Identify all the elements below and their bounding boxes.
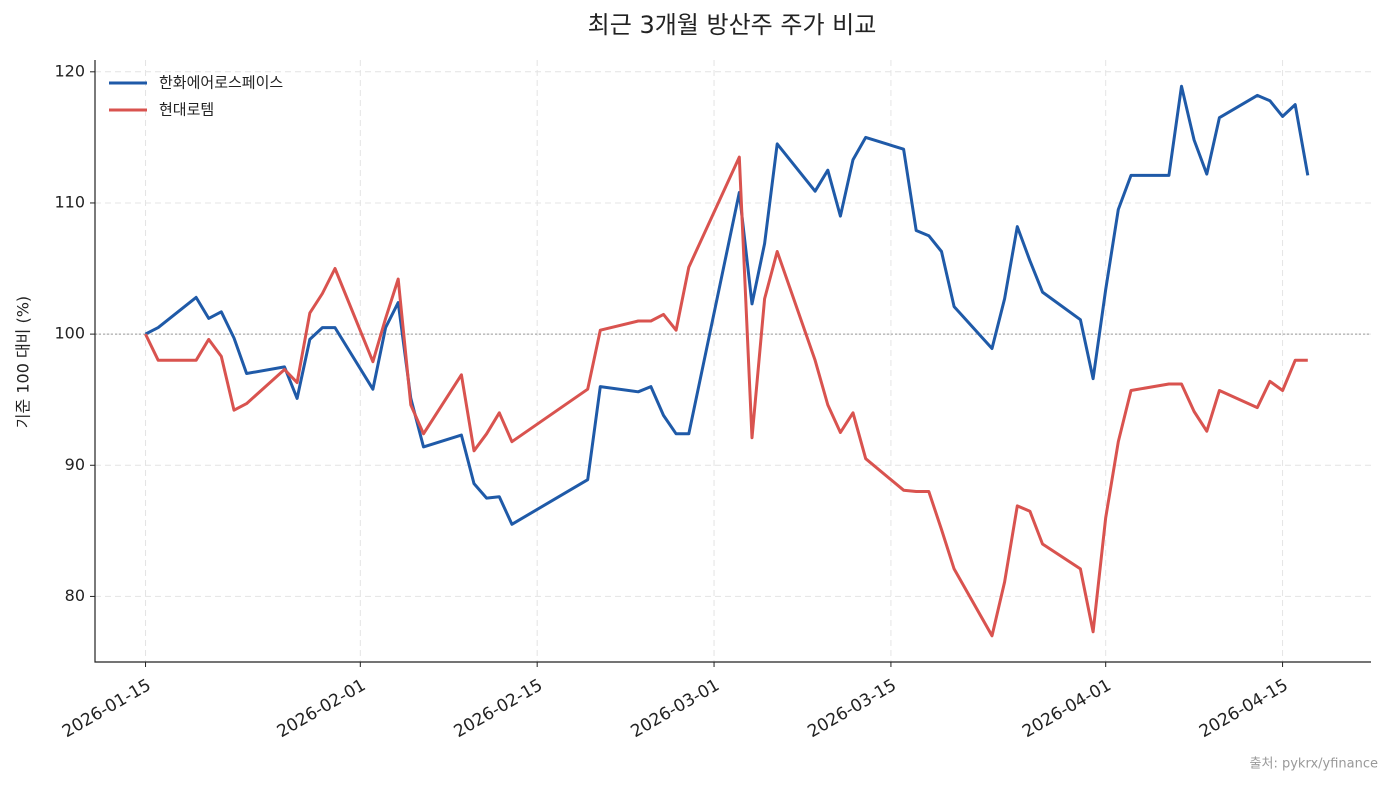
x-tick-label: 2026-03-15 (804, 675, 900, 742)
legend-label: 한화에어로스페이스 (159, 74, 283, 92)
chart-title: 최근 3개월 방산주 주가 비교 (588, 11, 877, 39)
x-tick-label: 2026-04-15 (1196, 675, 1292, 742)
x-tick-label: 2026-01-15 (59, 675, 155, 742)
x-tick-label: 2026-04-01 (1019, 675, 1115, 742)
axis-spine (94, 60, 1371, 663)
series-line (144, 84, 1310, 526)
source-note: 출처: pykrx/yfinance (1250, 757, 1378, 772)
x-tick-label: 2026-02-15 (451, 675, 547, 742)
y-tick-label: 100 (54, 324, 85, 343)
y-axis-label: 기준 100 대비 (%) (14, 296, 33, 428)
y-tick-label: 80 (65, 586, 85, 605)
y-tick-label: 90 (65, 455, 85, 474)
series-line (144, 155, 1308, 638)
legend-label: 현대로템 (159, 101, 214, 119)
y-tick-label: 120 (54, 61, 85, 80)
x-tick-label: 2026-02-01 (274, 675, 370, 742)
y-tick-label: 110 (54, 192, 85, 211)
x-tick-label: 2026-03-01 (627, 675, 723, 742)
